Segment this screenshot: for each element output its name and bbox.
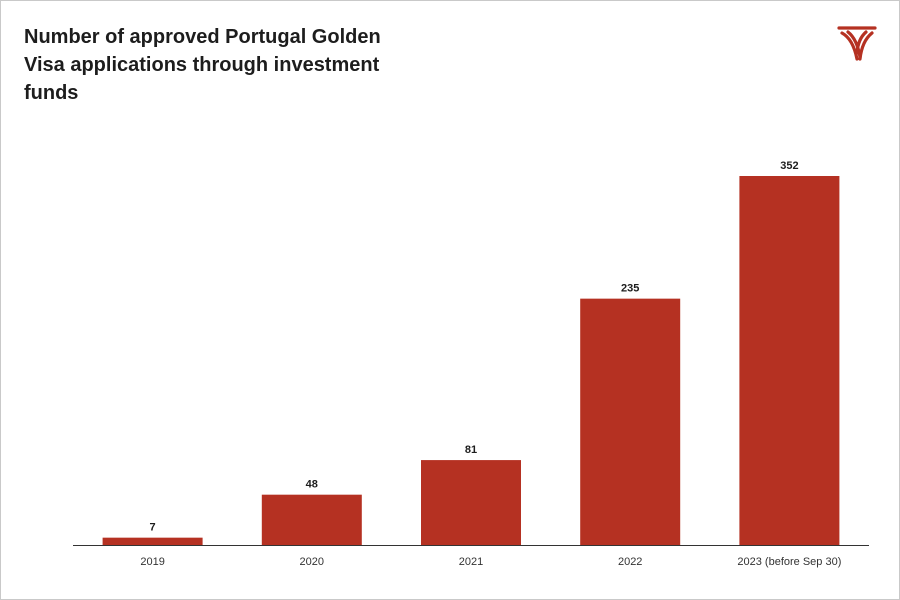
bar-value-label: 81 <box>465 444 477 456</box>
x-tick-label: 2022 <box>618 556 642 568</box>
bar-2020 <box>261 494 362 545</box>
logo-stroke-left <box>840 31 859 61</box>
brand-logo-icon <box>837 26 877 61</box>
brand-logo-strokes <box>837 26 877 61</box>
bar-2021 <box>421 460 521 545</box>
value-labels-layer: 7 48 81 235 352 <box>150 160 799 534</box>
logo-stroke-mid-right <box>855 30 868 55</box>
bar-value-label: 7 <box>150 522 156 534</box>
bar-value-label: 48 <box>306 479 318 491</box>
x-tick-labels-layer: 2019 2020 2021 2022 2023 (before Sep 30) <box>140 556 841 568</box>
bar-value-label: 235 <box>621 283 639 295</box>
x-tick-label: 2021 <box>459 556 483 568</box>
x-tick-label: 2019 <box>140 556 164 568</box>
chart-title: Number of approved Portugal Golden Visa … <box>24 26 381 104</box>
bar-value-label: 352 <box>780 160 798 172</box>
logo-stroke-right <box>858 31 874 61</box>
x-tick-label: 2023 (before Sep 30) <box>737 556 841 568</box>
x-tick-label: 2020 <box>300 556 324 568</box>
bar-2023-before-sep-30 <box>739 176 840 545</box>
bar-2019 <box>102 537 203 545</box>
bars-layer <box>102 176 840 545</box>
bar-2022 <box>580 298 681 545</box>
